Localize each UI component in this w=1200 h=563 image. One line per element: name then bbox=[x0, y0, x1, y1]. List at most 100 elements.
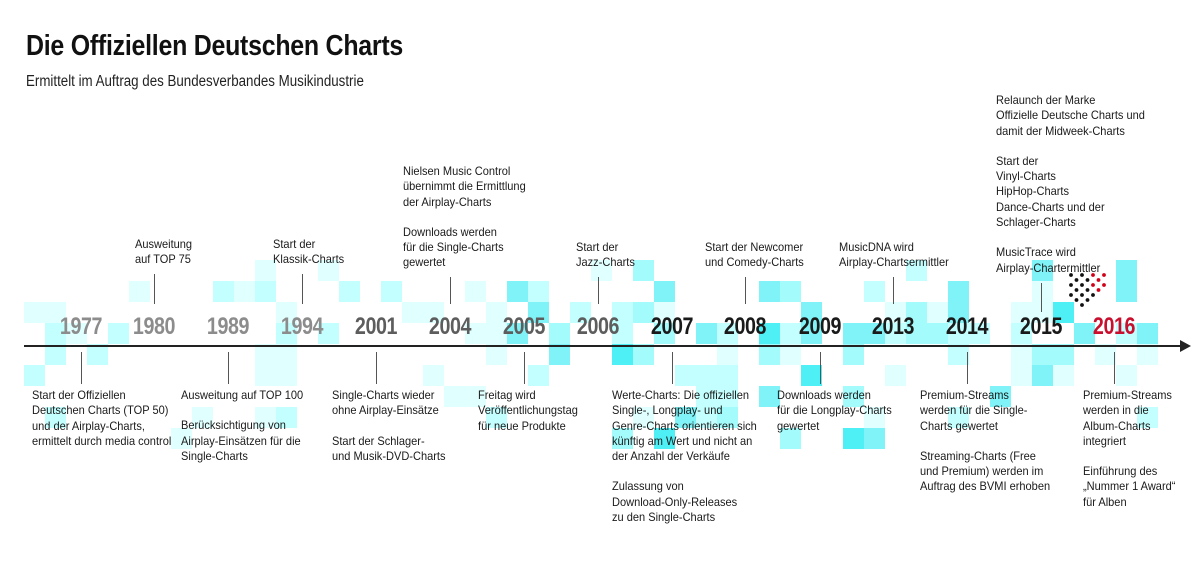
mosaic-tile bbox=[486, 302, 507, 323]
logo-dot bbox=[1069, 283, 1073, 287]
event-spacer bbox=[612, 464, 757, 479]
mosaic-tile bbox=[780, 281, 801, 302]
mosaic-tile bbox=[780, 344, 801, 365]
mosaic-tile bbox=[318, 260, 339, 281]
mosaic-tile bbox=[1011, 344, 1032, 365]
mosaic-tile bbox=[801, 323, 822, 344]
mosaic-tile bbox=[990, 386, 1011, 407]
logo-dot bbox=[1080, 293, 1084, 297]
event-below-1989: Ausweitung auf TOP 100 Berücksichtigung v… bbox=[181, 388, 303, 464]
event-above-2008: Start der Newcomer und Comedy-Charts bbox=[705, 240, 804, 271]
mosaic-tile bbox=[759, 281, 780, 302]
event-text-line: Single-Charts bbox=[181, 448, 248, 463]
event-text-line: Ausweitung auf TOP 100 bbox=[181, 388, 304, 402]
event-above-2006: Start der Jazz-Charts bbox=[576, 240, 635, 271]
event-text-line: Dance-Charts und der bbox=[996, 199, 1105, 214]
mosaic-tile bbox=[906, 260, 927, 281]
mosaic-tile bbox=[885, 323, 906, 344]
event-text-line: Start der Newcomer bbox=[705, 240, 804, 254]
logo-dot bbox=[1102, 283, 1106, 287]
mosaic-tile bbox=[696, 386, 717, 407]
mosaic-tile bbox=[717, 365, 738, 386]
mosaic-tile bbox=[276, 365, 297, 386]
mosaic-tile bbox=[696, 407, 717, 428]
event-text-line: Start der bbox=[273, 237, 316, 251]
year-label-2015: 2015 bbox=[1019, 313, 1063, 340]
event-spacer bbox=[332, 419, 446, 434]
mosaic-tile bbox=[801, 302, 822, 323]
mosaic-tile bbox=[213, 281, 234, 302]
mosaic-tile bbox=[87, 344, 108, 365]
mosaic-tile bbox=[927, 323, 948, 344]
event-text-line: Klassik-Charts bbox=[273, 252, 345, 267]
page-subtitle: Ermittelt im Auftrag des Bundesverbandes… bbox=[26, 73, 364, 90]
logo-dot bbox=[1091, 273, 1095, 277]
logo-dot bbox=[1080, 273, 1084, 277]
event-connector-2004 bbox=[450, 277, 451, 304]
mosaic-tile bbox=[1032, 302, 1053, 323]
mosaic-tile bbox=[843, 428, 864, 449]
event-connector-2006 bbox=[598, 276, 599, 304]
mosaic-tile bbox=[171, 428, 192, 449]
mosaic-tile bbox=[1011, 302, 1032, 323]
mosaic-tile bbox=[759, 386, 780, 407]
event-text-line: für Alben bbox=[1083, 494, 1127, 509]
mosaic-tile bbox=[717, 344, 738, 365]
year-label-2008: 2008 bbox=[723, 313, 767, 340]
mosaic-tile bbox=[591, 260, 612, 281]
mosaic-tile bbox=[864, 428, 885, 449]
event-text-line: Auftrag des BVMI erhoben bbox=[920, 479, 1051, 494]
event-text-line: für neue Produkte bbox=[478, 418, 566, 433]
mosaic-tile bbox=[507, 281, 528, 302]
year-label-2013: 2013 bbox=[871, 313, 915, 340]
mosaic-tile bbox=[45, 344, 66, 365]
event-text-line: Genre-Charts orientieren sich bbox=[612, 418, 757, 433]
event-text-line: und der Airplay-Charts, bbox=[32, 418, 145, 433]
mosaic-tile bbox=[633, 302, 654, 323]
event-connector-1977 bbox=[81, 352, 82, 384]
mosaic-tile bbox=[675, 365, 696, 386]
mosaic-tile bbox=[612, 428, 633, 449]
mosaic-tile bbox=[465, 386, 486, 407]
mosaic-tile bbox=[906, 323, 927, 344]
event-connector-2014 bbox=[967, 352, 968, 384]
year-label-2006: 2006 bbox=[576, 313, 620, 340]
event-connector-1994 bbox=[302, 273, 303, 304]
mosaic-tile bbox=[948, 407, 969, 428]
mosaic-tile bbox=[633, 407, 654, 428]
mosaic-tile bbox=[108, 323, 129, 344]
mosaic-tile bbox=[1032, 260, 1053, 281]
event-text-line: Nielsen Music Control bbox=[403, 164, 511, 178]
mosaic-tile bbox=[948, 281, 969, 302]
event-below-2014: Premium-Streams werden für die Single- Cha… bbox=[920, 388, 1050, 495]
event-text-line: Premium-Streams bbox=[920, 388, 1009, 402]
mosaic-tile bbox=[864, 323, 885, 344]
mosaic-tile bbox=[255, 281, 276, 302]
logo-dot bbox=[1069, 273, 1073, 277]
mosaic-tile bbox=[549, 323, 570, 344]
event-text-line: Jazz-Charts bbox=[576, 255, 635, 270]
mosaic-tile bbox=[1032, 344, 1053, 365]
mosaic-tile bbox=[444, 386, 465, 407]
event-text-line: Single-, Longplay- und bbox=[612, 403, 723, 418]
logo-dot bbox=[1074, 278, 1079, 282]
event-text-line: Start der Schlager- bbox=[332, 433, 425, 448]
mosaic-tile bbox=[843, 344, 864, 365]
event-text-line: gewertet bbox=[777, 418, 820, 433]
event-below-2016: Premium-Streams werden in die Album-Charts… bbox=[1083, 388, 1175, 510]
mosaic-tile bbox=[549, 344, 570, 365]
event-text-line: auf TOP 75 bbox=[135, 252, 191, 267]
mosaic-tile bbox=[318, 323, 339, 344]
mosaic-tile bbox=[507, 323, 528, 344]
mosaic-tile bbox=[1011, 323, 1032, 344]
mosaic-tile bbox=[45, 407, 66, 428]
year-label-1994: 1994 bbox=[280, 313, 324, 340]
logo-dot bbox=[1080, 283, 1084, 287]
mosaic-tile bbox=[717, 407, 738, 428]
event-text-line: Album-Charts bbox=[1083, 418, 1151, 433]
event-text-line: damit der Midweek-Charts bbox=[996, 123, 1125, 138]
event-text-line: Download-Only-Releases bbox=[612, 494, 738, 509]
event-text-line: Start der bbox=[576, 240, 619, 254]
event-below-2007: Werte-Charts: Die offiziellen Single-, Lo… bbox=[612, 388, 757, 525]
mosaic-tile bbox=[696, 365, 717, 386]
